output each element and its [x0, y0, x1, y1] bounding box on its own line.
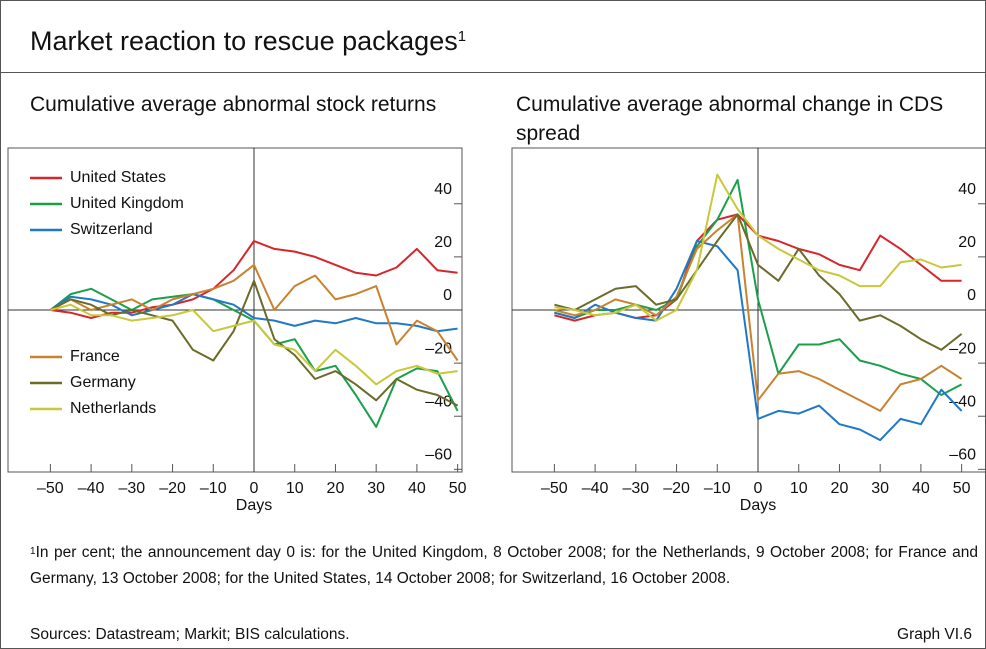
- series-line: [554, 213, 963, 351]
- y-tick-label: 20: [958, 234, 976, 251]
- x-tick-label: –10: [200, 480, 227, 497]
- x-tick-label: 20: [327, 480, 345, 497]
- x-tick-label: 30: [871, 480, 889, 497]
- x-tick-label: –30: [118, 480, 145, 497]
- x-tick-label: –50: [541, 480, 568, 497]
- x-tick-label: –20: [159, 480, 186, 497]
- panel-title: Cumulative average abnormal stock return…: [30, 93, 437, 116]
- y-tick-label: 40: [434, 181, 452, 198]
- series-line: [49, 263, 459, 362]
- title-rule: [0, 72, 986, 73]
- y-tick-label: 0: [443, 287, 452, 304]
- x-tick-label: –50: [37, 480, 64, 497]
- footnote: 1In per cent; the announcement day 0 is:…: [30, 544, 978, 587]
- series-line: [554, 213, 963, 412]
- x-axis-label: Days: [236, 497, 272, 514]
- x-tick-label: 0: [754, 480, 763, 497]
- x-tick-label: –30: [622, 480, 649, 497]
- series-line: [49, 279, 459, 407]
- legend-label: Netherlands: [70, 400, 156, 417]
- series-line: [554, 173, 962, 322]
- x-tick-label: 10: [790, 480, 808, 497]
- panel-title: Cumulative average abnormal change in CD…: [516, 93, 944, 145]
- y-tick-label: 0: [967, 287, 976, 304]
- x-axis-label: Days: [740, 497, 776, 514]
- x-tick-label: 10: [286, 480, 304, 497]
- x-tick-label: –40: [78, 480, 105, 497]
- y-tick-label: –60: [949, 447, 976, 464]
- y-tick-label: 20: [434, 234, 452, 251]
- x-tick-label: 30: [367, 480, 385, 497]
- figure-title: Market reaction to rescue packages1: [30, 26, 467, 56]
- y-tick-label: –20: [949, 340, 976, 357]
- x-tick-label: 50: [449, 480, 467, 497]
- series-line: [554, 240, 963, 442]
- x-tick-label: 0: [250, 480, 259, 497]
- legend-label: United Kingdom: [70, 195, 184, 212]
- legend-label: Switzerland: [70, 221, 153, 238]
- x-tick-label: 40: [912, 480, 930, 497]
- graph-id: Graph VI.6: [897, 626, 972, 643]
- y-tick-label: 40: [958, 181, 976, 198]
- x-tick-label: 40: [408, 480, 426, 497]
- legend-label: Germany: [70, 374, 136, 391]
- x-tick-label: 20: [831, 480, 849, 497]
- x-tick-label: –20: [663, 480, 690, 497]
- sources: Sources: Datastream; Markit; BIS calcula…: [30, 626, 350, 643]
- legend-label: France: [70, 348, 120, 365]
- series-line: [50, 303, 458, 386]
- x-tick-label: –10: [704, 480, 731, 497]
- legend-label: United States: [70, 169, 166, 186]
- y-tick-label: –60: [425, 447, 452, 464]
- y-tick-label: –40: [425, 393, 452, 410]
- y-tick-label: –20: [425, 340, 452, 357]
- x-tick-label: –40: [582, 480, 609, 497]
- series-line: [554, 178, 963, 396]
- x-tick-label: 50: [953, 480, 971, 497]
